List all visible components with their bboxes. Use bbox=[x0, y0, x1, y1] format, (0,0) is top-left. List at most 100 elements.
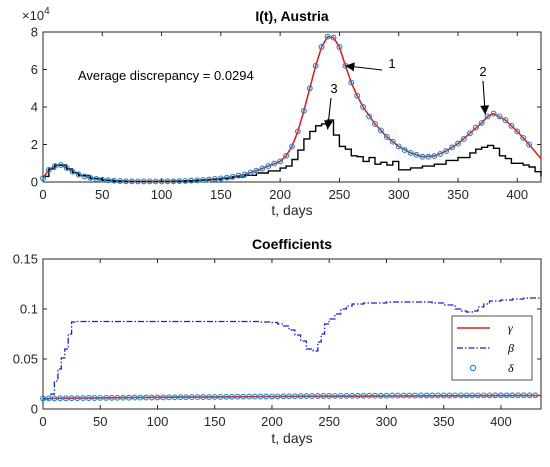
series-point-circle bbox=[228, 393, 235, 400]
series-point-circle bbox=[366, 113, 373, 120]
series-point-circle bbox=[326, 393, 333, 399]
series-point-circle bbox=[271, 160, 278, 167]
infections-markers: 1 2 3 bbox=[324, 56, 490, 130]
series-point-circle bbox=[140, 178, 147, 185]
series-point-circle bbox=[170, 178, 177, 185]
series-point-circle bbox=[211, 176, 218, 182]
y-tick-label: 0.15 bbox=[13, 252, 38, 267]
y-tick-label: 0 bbox=[31, 402, 38, 417]
series-point-circle bbox=[360, 392, 367, 399]
series-point-circle bbox=[289, 143, 295, 150]
x-tick-label: 100 bbox=[151, 187, 173, 202]
x-tick-label: 0 bbox=[39, 414, 46, 429]
series-point-circle bbox=[188, 394, 195, 401]
series-point-circle bbox=[300, 107, 307, 114]
series-point-circle bbox=[389, 392, 396, 399]
series-point-circle bbox=[413, 151, 420, 158]
x-tick-label: 300 bbox=[388, 187, 410, 202]
series-point-circle bbox=[171, 394, 178, 401]
x-tick-label: 150 bbox=[204, 414, 226, 429]
series-point-circle bbox=[520, 392, 527, 399]
coefficients-axes-ticks: 0 50 100 150 200 250 300 350 400 0 0.05 0.1 0.15 bbox=[13, 252, 541, 429]
series-point-circle bbox=[496, 113, 503, 120]
series-point-circle bbox=[377, 127, 384, 134]
series-point-circle bbox=[446, 392, 453, 399]
series-point-circle bbox=[176, 178, 183, 185]
infections-axes-ticks: 0 50 100 150 200 250 300 350 400 0 2 4 6 8 bbox=[31, 25, 541, 202]
series-point-circle bbox=[75, 171, 82, 178]
series-point-circle bbox=[51, 395, 58, 402]
x-tick-label: 350 bbox=[433, 414, 455, 429]
legend-beta-label: β bbox=[507, 341, 514, 355]
series-point-circle bbox=[165, 394, 172, 401]
exponent-base: ×10 bbox=[22, 8, 44, 23]
series-point-circle bbox=[240, 393, 247, 400]
x-tick-label: 200 bbox=[269, 187, 291, 202]
x-tick-label: 200 bbox=[261, 414, 283, 429]
series-point-circle bbox=[40, 395, 46, 402]
series-point-circle bbox=[217, 393, 224, 400]
series-point-circle bbox=[85, 395, 92, 401]
series-point-circle bbox=[103, 394, 109, 401]
legend-box bbox=[451, 315, 533, 381]
legend-delta-label: δ bbox=[508, 361, 514, 375]
series-point-circle bbox=[246, 393, 253, 400]
series-point-circle bbox=[336, 44, 343, 50]
series-point-circle bbox=[343, 392, 350, 399]
y-tick-label: 6 bbox=[31, 62, 38, 77]
series-point-circle bbox=[455, 140, 461, 147]
series-point-circle bbox=[134, 178, 141, 185]
series-point-circle bbox=[152, 178, 159, 185]
series-point-circle bbox=[429, 392, 436, 399]
series-point-circle bbox=[223, 393, 230, 400]
x-tick-label: 100 bbox=[147, 414, 169, 429]
series-point-circle bbox=[452, 392, 459, 399]
infections-title: I(t), Austria bbox=[255, 8, 329, 24]
series-line-red bbox=[42, 394, 542, 400]
infections-xlabel: t, days bbox=[271, 202, 312, 218]
exponent-power: 4 bbox=[44, 6, 50, 17]
series-point-circle bbox=[164, 178, 171, 185]
series-point-circle bbox=[57, 162, 64, 169]
series-point-circle bbox=[337, 392, 344, 399]
series-point-circle bbox=[87, 174, 94, 181]
coefficients-panel: Coefficients t, days 0 50 100 150 200 250 300 3… bbox=[13, 236, 542, 446]
series-point-circle bbox=[259, 165, 266, 172]
series-point-circle bbox=[463, 392, 470, 399]
series-point-circle bbox=[318, 44, 325, 50]
series-point-circle bbox=[490, 110, 497, 117]
series-point-circle bbox=[253, 167, 260, 174]
series-point-circle bbox=[294, 128, 301, 135]
series-point-circle bbox=[277, 158, 284, 165]
exponent-label: ×104 bbox=[22, 6, 50, 23]
series-point-circle bbox=[440, 392, 447, 399]
series-point-circle bbox=[280, 393, 287, 400]
series-point-circle bbox=[515, 392, 522, 399]
marker-arrow-head bbox=[480, 105, 490, 115]
series-point-circle bbox=[188, 177, 195, 184]
series-point-circle bbox=[478, 119, 485, 126]
y-tick-label: 0.1 bbox=[20, 302, 38, 317]
series-point-circle bbox=[400, 392, 407, 399]
series-point-circle bbox=[395, 143, 402, 150]
series-point-circle bbox=[206, 394, 212, 400]
series-point-circle bbox=[492, 392, 499, 399]
series-point-circle bbox=[377, 392, 384, 399]
series-point-circle bbox=[160, 394, 167, 401]
series-point-circle bbox=[457, 392, 464, 399]
marker-arrow-head bbox=[345, 62, 355, 72]
series-point-circle bbox=[194, 394, 201, 401]
series-point-circle bbox=[431, 153, 438, 160]
series-point-circle bbox=[206, 176, 212, 183]
x-tick-label: 250 bbox=[329, 187, 351, 202]
series-point-circle bbox=[366, 392, 373, 399]
series-point-circle bbox=[486, 392, 493, 399]
series-point-circle bbox=[234, 393, 241, 400]
series-point-circle bbox=[437, 150, 444, 157]
x-tick-label: 300 bbox=[376, 414, 398, 429]
series-point-circle bbox=[45, 395, 52, 402]
series-point-circle bbox=[123, 178, 129, 185]
infections-series bbox=[40, 33, 542, 185]
legend-gamma-label: γ bbox=[508, 321, 513, 335]
